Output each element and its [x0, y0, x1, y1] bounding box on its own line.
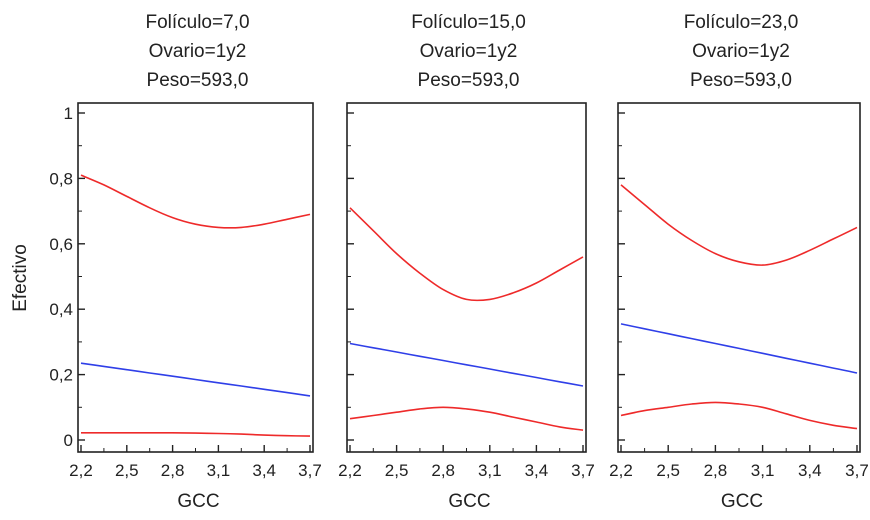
panel-1-x-tick-label-3: 2,8 [161, 461, 185, 480]
panel-3-x-tick-label-4: 3,1 [751, 461, 775, 480]
panel-1-x-axis-label: GCC [177, 491, 219, 512]
panel-2-x-tick-label-4: 3,1 [478, 461, 502, 480]
panel-1-y-tick-label-3: 0,4 [49, 300, 73, 319]
panel-1-x-tick-label-4: 3,1 [207, 461, 231, 480]
panel-1-x-tick-label-6: 3,7 [298, 461, 322, 480]
panel-2-upper-line [349, 207, 584, 302]
y-axis-label: Efectivo [10, 244, 31, 312]
panel-1-frame [77, 102, 314, 453]
panel-3-upper-line [620, 184, 858, 266]
panel-3-x-tick-label-6: 3,7 [845, 461, 869, 480]
panel-3-lower-line [620, 401, 858, 430]
panel-1-y-tick-label-1: 0 [64, 431, 73, 450]
panel-3-title-line-1: Folículo=23,0 [684, 12, 799, 33]
panel-1-y-tick-label-2: 0,2 [49, 366, 73, 385]
panel-2-title-line-3: Peso=593,0 [418, 70, 520, 91]
panel-3-x-tick-label-2: 2,5 [656, 461, 680, 480]
panel-2-title-line-2: Ovario=1y2 [420, 41, 518, 62]
panel-2-x-tick-label-3: 2,8 [431, 461, 455, 480]
panel-2-x-tick-label-6: 3,7 [571, 461, 595, 480]
panel-1-x-tick-label-2: 2,5 [115, 461, 139, 480]
panel-1-upper-line [80, 174, 311, 229]
panel-1-title-line-1: Folículo=7,0 [145, 12, 249, 33]
panel-2-x-tick-label-5: 3,4 [525, 461, 549, 480]
panel-1-y-tick-label-4: 0,6 [49, 235, 73, 254]
panel-1-y-tick-label-5: 0,8 [49, 169, 73, 188]
panel-2-frame [346, 102, 587, 453]
panel-1-x-tick-label-1: 2,2 [69, 461, 93, 480]
panel-3-title-line-3: Peso=593,0 [690, 70, 792, 91]
panel-2-x-tick-label-1: 2,2 [338, 461, 362, 480]
panel-3-x-tick-label-5: 3,4 [798, 461, 822, 480]
panel-1-title-line-3: Peso=593,0 [147, 70, 249, 91]
panel-2-title-line-1: Folículo=15,0 [411, 12, 526, 33]
panel-1-lower-line [81, 431, 311, 437]
panel-2-lower-line [349, 406, 584, 431]
panel-2-x-axis-label: GCC [448, 491, 490, 512]
panel-1-title-line-2: Ovario=1y2 [149, 41, 247, 62]
panel-1-x-tick-label-5: 3,4 [252, 461, 276, 480]
panel-2-x-tick-label-2: 2,5 [385, 461, 409, 480]
panel-3-frame [617, 102, 861, 453]
panel-3-fit-line [620, 323, 858, 374]
panel-1-y-tick-label-6: 1 [64, 104, 73, 123]
panel-2-fit-line [349, 342, 584, 387]
panel-3-x-tick-label-1: 2,2 [609, 461, 633, 480]
panel-3-x-axis-label: GCC [721, 491, 763, 512]
panel-3-title-line-2: Ovario=1y2 [692, 41, 790, 62]
panel-3-x-tick-label-3: 2,8 [704, 461, 728, 480]
panel-1-fit-line [80, 362, 311, 397]
